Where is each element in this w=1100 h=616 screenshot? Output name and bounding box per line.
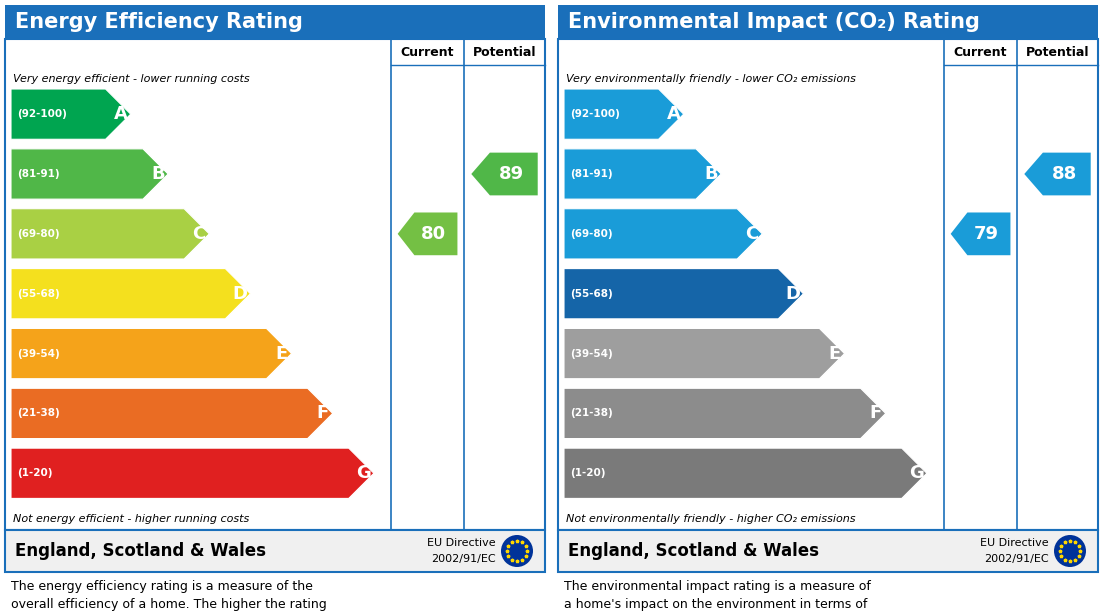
Bar — [6, 5, 544, 39]
Polygon shape — [564, 328, 845, 379]
Text: (81-91): (81-91) — [570, 169, 613, 179]
Text: E: E — [828, 344, 840, 363]
Polygon shape — [564, 89, 684, 139]
Text: (39-54): (39-54) — [570, 349, 613, 359]
Text: 89: 89 — [498, 165, 524, 183]
Text: F: F — [869, 405, 882, 423]
Polygon shape — [11, 149, 168, 199]
Bar — [558, 39, 1098, 530]
Text: Very environmentally friendly - lower CO₂ emissions: Very environmentally friendly - lower CO… — [566, 74, 856, 84]
Polygon shape — [1024, 153, 1091, 195]
Text: Current: Current — [954, 46, 1008, 59]
Bar — [6, 530, 544, 572]
Text: Not environmentally friendly - higher CO₂ emissions: Not environmentally friendly - higher CO… — [566, 514, 856, 524]
Text: (55-68): (55-68) — [16, 289, 59, 299]
Text: Energy Efficiency Rating: Energy Efficiency Rating — [15, 12, 302, 32]
Polygon shape — [11, 448, 374, 498]
Text: F: F — [317, 405, 329, 423]
Text: (81-91): (81-91) — [16, 169, 59, 179]
Text: (69-80): (69-80) — [570, 229, 613, 239]
Text: (21-38): (21-38) — [570, 408, 613, 418]
Text: C: C — [746, 225, 759, 243]
Text: Potential: Potential — [473, 46, 537, 59]
Text: (55-68): (55-68) — [570, 289, 613, 299]
Text: EU Directive: EU Directive — [980, 538, 1049, 548]
Bar — [558, 5, 1098, 39]
Polygon shape — [564, 388, 886, 439]
Text: 80: 80 — [421, 225, 447, 243]
Circle shape — [1054, 535, 1086, 567]
Polygon shape — [11, 388, 332, 439]
Text: E: E — [275, 344, 287, 363]
Text: Not energy efficient - higher running costs: Not energy efficient - higher running co… — [13, 514, 250, 524]
Text: 88: 88 — [1052, 165, 1077, 183]
Circle shape — [500, 535, 534, 567]
Text: (1-20): (1-20) — [16, 468, 53, 478]
Polygon shape — [398, 213, 458, 255]
Bar — [558, 530, 1098, 572]
Text: G: G — [356, 464, 372, 482]
Text: Current: Current — [400, 46, 454, 59]
Text: Environmental Impact (CO₂) Rating: Environmental Impact (CO₂) Rating — [568, 12, 980, 32]
Polygon shape — [564, 269, 803, 319]
Text: G: G — [910, 464, 924, 482]
Text: (1-20): (1-20) — [570, 468, 605, 478]
Polygon shape — [11, 89, 131, 139]
Text: 2002/91/EC: 2002/91/EC — [431, 554, 496, 564]
Polygon shape — [564, 448, 927, 498]
Text: (69-80): (69-80) — [16, 229, 59, 239]
Text: (92-100): (92-100) — [570, 109, 620, 119]
Polygon shape — [11, 209, 209, 259]
Text: C: C — [192, 225, 206, 243]
Text: 79: 79 — [974, 225, 999, 243]
Text: A: A — [113, 105, 128, 123]
Text: A: A — [667, 105, 681, 123]
Text: B: B — [704, 165, 718, 183]
Text: The environmental impact rating is a measure of
a home's impact on the environme: The environmental impact rating is a mea… — [564, 580, 871, 616]
Polygon shape — [471, 153, 538, 195]
Text: England, Scotland & Wales: England, Scotland & Wales — [15, 542, 266, 560]
Text: D: D — [233, 285, 248, 302]
Polygon shape — [950, 213, 1011, 255]
Text: D: D — [785, 285, 801, 302]
Polygon shape — [564, 209, 762, 259]
Text: The energy efficiency rating is a measure of the
overall efficiency of a home. T: The energy efficiency rating is a measur… — [11, 580, 327, 616]
Text: (21-38): (21-38) — [16, 408, 59, 418]
Polygon shape — [11, 269, 251, 319]
Text: 2002/91/EC: 2002/91/EC — [984, 554, 1049, 564]
Text: Potential: Potential — [1025, 46, 1089, 59]
Text: B: B — [152, 165, 165, 183]
Bar — [6, 39, 544, 530]
Text: Very energy efficient - lower running costs: Very energy efficient - lower running co… — [13, 74, 250, 84]
Text: England, Scotland & Wales: England, Scotland & Wales — [568, 542, 820, 560]
Polygon shape — [564, 149, 722, 199]
Text: (92-100): (92-100) — [16, 109, 67, 119]
Text: (39-54): (39-54) — [16, 349, 59, 359]
Text: EU Directive: EU Directive — [428, 538, 496, 548]
Polygon shape — [11, 328, 292, 379]
